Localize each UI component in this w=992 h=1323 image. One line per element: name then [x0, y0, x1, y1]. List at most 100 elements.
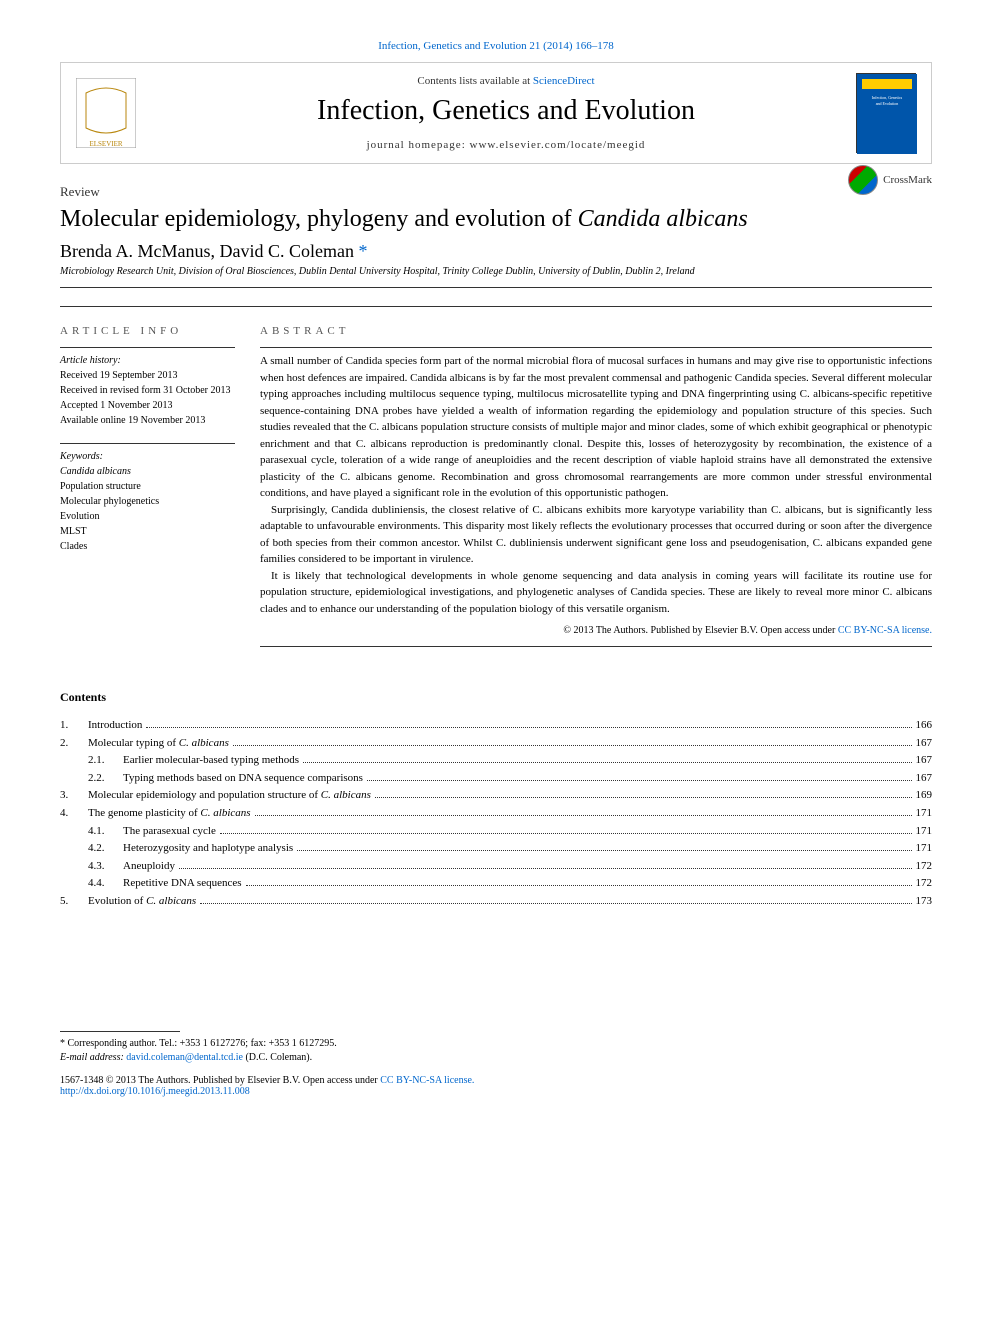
- history-received: Received 19 September 2013: [60, 368, 235, 383]
- history-online: Available online 19 November 2013: [60, 413, 235, 428]
- journal-homepage: journal homepage: www.elsevier.com/locat…: [156, 139, 856, 151]
- toc-title: Typing methods based on DNA sequence com…: [123, 770, 363, 788]
- toc-page: 167: [916, 735, 933, 753]
- toc-number: 4.4.: [88, 875, 123, 893]
- abstract-heading: ABSTRACT: [260, 325, 932, 337]
- abstract-p1: A small number of Candida species form p…: [260, 353, 932, 502]
- email-label: E-mail address:: [60, 1052, 126, 1063]
- toc-page: 166: [916, 717, 933, 735]
- toc-page: 167: [916, 752, 933, 770]
- toc-title: Molecular epidemiology and population st…: [88, 787, 371, 805]
- svg-text:and Evolution: and Evolution: [876, 101, 899, 106]
- toc-title: Aneuploidy: [123, 858, 175, 876]
- toc-page: 172: [916, 875, 933, 893]
- contents-note-prefix: Contents lists available at: [417, 75, 532, 87]
- toc-title: The parasexual cycle: [123, 823, 216, 841]
- toc-title: The genome plasticity of C. albicans: [88, 805, 251, 823]
- author-2: David C. Coleman: [219, 241, 353, 261]
- toc-row[interactable]: 4.3.Aneuploidy 172: [60, 858, 932, 876]
- issn-copyright: 1567-1348 © 2013 The Authors. Published …: [60, 1075, 303, 1086]
- toc-row[interactable]: 5.Evolution of C. albicans173: [60, 893, 932, 911]
- toc-row[interactable]: 4.The genome plasticity of C. albicans 17…: [60, 805, 932, 823]
- toc-row[interactable]: 1.Introduction 166: [60, 717, 932, 735]
- header-center: Contents lists available at ScienceDirec…: [156, 75, 856, 151]
- toc-title: Heterozygosity and haplotype analysis: [123, 840, 293, 858]
- article-info-column: ARTICLE INFO Article history: Received 1…: [60, 325, 260, 655]
- keyword-4: MLST: [60, 524, 235, 539]
- toc-page: 171: [916, 823, 933, 841]
- abstract-p2: Surprisingly, Candida dubliniensis, the …: [260, 502, 932, 568]
- keywords-label: Keywords:: [60, 449, 235, 464]
- doi-link[interactable]: http://dx.doi.org/10.1016/j.meegid.2013.…: [60, 1086, 250, 1097]
- corresponding-author-marker[interactable]: *: [358, 241, 367, 261]
- crossmark-text: CrossMark: [883, 174, 932, 186]
- history-accepted: Accepted 1 November 2013: [60, 398, 235, 413]
- title-plain: Molecular epidemiology, phylogeny and ev…: [60, 206, 578, 232]
- toc-number: 1.: [60, 717, 88, 735]
- toc-row[interactable]: 2.1.Earlier molecular-based typing metho…: [60, 752, 932, 770]
- toc-number: 4.2.: [88, 840, 123, 858]
- journal-header-banner: ELSEVIER Contents lists available at Sci…: [60, 62, 932, 164]
- toc-leader-dots: [146, 727, 911, 728]
- doi-license-link[interactable]: CC BY-NC-SA license.: [380, 1075, 474, 1086]
- toc-leader-dots: [297, 850, 911, 851]
- sciencedirect-link[interactable]: ScienceDirect: [533, 75, 595, 87]
- elsevier-logo: ELSEVIER: [76, 78, 136, 148]
- toc-leader-dots: [179, 868, 912, 869]
- toc-row[interactable]: 3.Molecular epidemiology and population …: [60, 787, 932, 805]
- journal-title: Infection, Genetics and Evolution: [156, 95, 856, 127]
- affiliation: Microbiology Research Unit, Division of …: [60, 266, 932, 277]
- keyword-1: Population structure: [60, 479, 235, 494]
- doi-block: 1567-1348 © 2013 The Authors. Published …: [60, 1075, 932, 1097]
- citation-header: Infection, Genetics and Evolution 21 (20…: [60, 40, 932, 52]
- abstract-p3: It is likely that technological developm…: [260, 568, 932, 618]
- toc-leader-dots: [200, 903, 911, 904]
- toc-number: 4.1.: [88, 823, 123, 841]
- toc-number: 2.1.: [88, 752, 123, 770]
- page-footer: * Corresponding author. Tel.: +353 1 612…: [60, 1031, 932, 1097]
- abstract-bottom-rule: [260, 646, 932, 647]
- toc-row[interactable]: 4.2.Heterozygosity and haplotype analysi…: [60, 840, 932, 858]
- toc-title: Introduction: [88, 717, 142, 735]
- toc-page: 171: [916, 805, 933, 823]
- footnote-rule: [60, 1031, 180, 1032]
- toc-page: 171: [916, 840, 933, 858]
- email-link[interactable]: david.coleman@dental.tcd.ie: [126, 1052, 243, 1063]
- keyword-2: Molecular phylogenetics: [60, 494, 235, 509]
- abstract-column: ABSTRACT A small number of Candida speci…: [260, 325, 932, 655]
- toc-page: 173: [916, 893, 933, 911]
- corresponding-author-footnote: * Corresponding author. Tel.: +353 1 612…: [60, 1037, 932, 1065]
- contents-heading: Contents: [60, 690, 932, 705]
- doi-license-prefix: Open access under: [303, 1075, 380, 1086]
- toc-leader-dots: [246, 885, 912, 886]
- license-link[interactable]: CC BY-NC-SA license.: [838, 625, 932, 636]
- crossmark-badge[interactable]: CrossMark: [848, 165, 932, 195]
- toc-row[interactable]: 2.2.Typing methods based on DNA sequence…: [60, 770, 932, 788]
- toc-row[interactable]: 2.Molecular typing of C. albicans167: [60, 735, 932, 753]
- toc-row[interactable]: 4.4.Repetitive DNA sequences 172: [60, 875, 932, 893]
- contents-section: Contents 1.Introduction1662.Molecular ty…: [60, 690, 932, 911]
- toc-number: 4.3.: [88, 858, 123, 876]
- toc-leader-dots: [233, 745, 912, 746]
- toc-row[interactable]: 4.1.The parasexual cycle 171: [60, 823, 932, 841]
- contents-available-note: Contents lists available at ScienceDirec…: [156, 75, 856, 87]
- toc-title: Repetitive DNA sequences: [123, 875, 242, 893]
- abstract-text: A small number of Candida species form p…: [260, 347, 932, 638]
- toc-number: 2.2.: [88, 770, 123, 788]
- toc-number: 4.: [60, 805, 88, 823]
- toc-title: Molecular typing of C. albicans: [88, 735, 229, 753]
- copyright-text: © 2013 The Authors. Published by Elsevie…: [563, 625, 760, 636]
- toc-number: 5.: [60, 893, 88, 911]
- history-label: Article history:: [60, 353, 235, 368]
- title-italic: Candida albicans: [578, 206, 748, 232]
- citation-link[interactable]: Infection, Genetics and Evolution 21 (20…: [378, 40, 614, 52]
- toc-number: 3.: [60, 787, 88, 805]
- email-suffix: (D.C. Coleman).: [243, 1052, 312, 1063]
- toc-leader-dots: [375, 797, 912, 798]
- keyword-0: Candida albicans: [60, 464, 235, 479]
- toc-page: 169: [916, 787, 933, 805]
- separator-rule: [60, 287, 932, 288]
- toc-page: 172: [916, 858, 933, 876]
- article-title: Molecular epidemiology, phylogeny and ev…: [60, 206, 932, 233]
- toc-page: 167: [916, 770, 933, 788]
